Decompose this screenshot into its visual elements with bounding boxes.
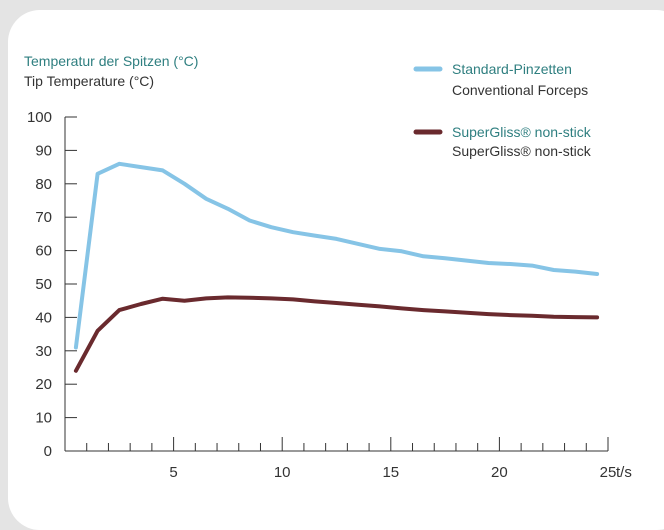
legend-label-standard-en: Conventional Forceps — [452, 82, 588, 98]
y-tick-label: 0 — [44, 443, 52, 460]
x-tick-label: 10 — [274, 464, 291, 481]
x-tick-label: 20 — [491, 464, 508, 481]
series-line-standard — [73, 161, 600, 350]
y-tick-label: 90 — [35, 142, 52, 159]
series-line-supergliss — [73, 295, 600, 373]
legend-label-supergliss-de: SuperGliss® non-stick — [452, 124, 592, 140]
y-tick-label: 60 — [35, 243, 52, 260]
x-axis-label: t/s — [616, 464, 632, 481]
y-tick-label: 10 — [35, 410, 52, 427]
y-tick-label: 80 — [35, 176, 52, 193]
x-tick-label: 5 — [169, 464, 177, 481]
y-tick-label: 40 — [35, 309, 52, 326]
temperature-chart: Temperatur der Spitzen (°C) Tip Temperat… — [24, 53, 632, 481]
x-tick-label: 25 — [600, 464, 617, 481]
y-tick-label: 30 — [35, 343, 52, 360]
series-layer — [73, 161, 600, 373]
y-tick-label: 50 — [35, 276, 52, 293]
y-tick-label: 100 — [27, 109, 52, 126]
y-tick-label: 70 — [35, 209, 52, 226]
chart-title-de: Temperatur der Spitzen (°C) — [24, 53, 198, 69]
chart-title-en: Tip Temperature (°C) — [24, 73, 154, 89]
legend: Standard-Pinzetten Conventional Forceps … — [413, 61, 592, 159]
x-tick-label: 15 — [382, 464, 399, 481]
axes: 0 10 20 30 40 50 60 70 80 90 100 5 10 15 20 25 — [27, 109, 616, 481]
legend-label-supergliss-en: SuperGliss® non-stick — [452, 143, 592, 159]
y-tick-label: 20 — [35, 376, 52, 393]
legend-label-standard-de: Standard-Pinzetten — [452, 61, 572, 77]
